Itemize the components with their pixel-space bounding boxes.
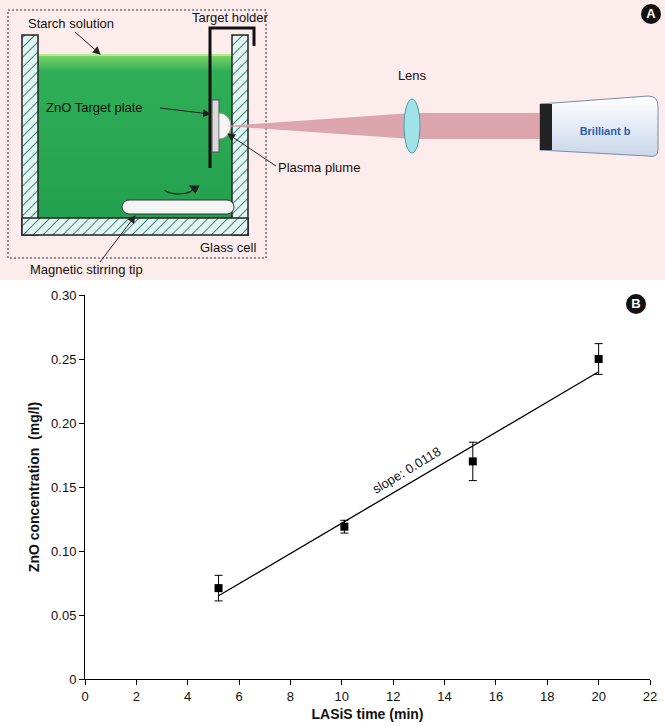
svg-text:22: 22: [643, 689, 657, 704]
svg-text:Glass cell: Glass cell: [200, 240, 256, 255]
svg-text:slope: 0.0118: slope: 0.0118: [370, 444, 444, 497]
svg-text:Magnetic stirring tip: Magnetic stirring tip: [30, 262, 143, 277]
svg-text:0.25: 0.25: [51, 352, 76, 367]
svg-text:0: 0: [81, 689, 88, 704]
html-text:A: A: [646, 6, 656, 21]
svg-text:6: 6: [235, 689, 242, 704]
svg-text:0.20: 0.20: [51, 416, 76, 431]
svg-text:Plasma plume: Plasma plume: [278, 160, 360, 175]
svg-text:Brilliant b: Brilliant b: [580, 125, 631, 137]
svg-text:Target holder: Target holder: [192, 10, 269, 25]
svg-text:Starch solution: Starch solution: [28, 16, 114, 31]
svg-text:10: 10: [335, 689, 349, 704]
html-text:B: B: [631, 296, 641, 311]
svg-text:16: 16: [489, 689, 503, 704]
svg-text:LASiS time (min): LASiS time (min): [311, 706, 423, 722]
svg-text:0.05: 0.05: [51, 608, 76, 623]
svg-text:0.30: 0.30: [51, 288, 76, 303]
svg-text:ZnO concentration (mg/l): ZnO concentration (mg/l): [26, 402, 42, 572]
svg-text:0.15: 0.15: [51, 480, 76, 495]
svg-text:Lens: Lens: [398, 68, 427, 83]
svg-text:2: 2: [133, 689, 140, 704]
svg-text:0: 0: [69, 672, 76, 687]
svg-text:0.10: 0.10: [51, 544, 76, 559]
svg-text:20: 20: [591, 689, 605, 704]
svg-text:4: 4: [184, 689, 191, 704]
svg-text:ZnO Target plate: ZnO Target plate: [46, 100, 143, 115]
svg-text:18: 18: [540, 689, 554, 704]
svg-text:8: 8: [287, 689, 294, 704]
svg-text:14: 14: [437, 689, 451, 704]
svg-text:12: 12: [386, 689, 400, 704]
